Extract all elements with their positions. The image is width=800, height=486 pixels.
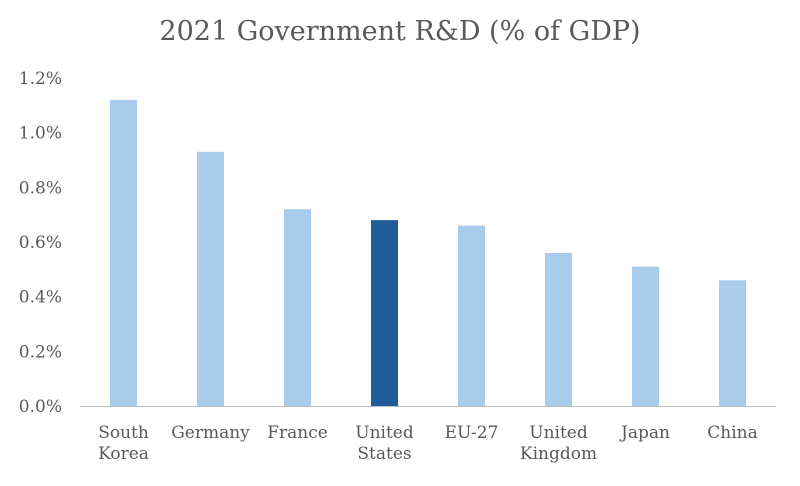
- y-tick-label: 0.6%: [19, 233, 62, 253]
- x-tick-label: China: [707, 423, 757, 443]
- y-tick-label: 1.0%: [19, 124, 62, 144]
- bar-south-korea: [110, 99, 137, 406]
- x-tick-label: United Kingdom: [520, 423, 597, 464]
- x-tick-label: United States: [355, 423, 414, 464]
- x-tick-label: Japan: [619, 423, 670, 443]
- x-tick-label: France: [267, 423, 328, 443]
- bar-japan: [632, 266, 659, 406]
- x-tick-label: Germany: [171, 423, 250, 443]
- bar-france: [284, 209, 311, 406]
- bar-united-states: [371, 220, 398, 406]
- x-tick-label: South Korea: [98, 423, 149, 464]
- bars: [110, 99, 746, 406]
- y-tick-label: 0.8%: [19, 178, 62, 198]
- y-tick-label: 0.4%: [19, 288, 62, 308]
- bar-eu-27: [458, 225, 485, 406]
- y-axis-ticks: 0.0% 0.2% 0.4% 0.6% 0.8% 1.0% 1.2%: [19, 69, 62, 417]
- y-tick-label: 1.2%: [19, 69, 62, 89]
- y-tick-label: 0.0%: [19, 397, 62, 417]
- bar-germany: [197, 151, 224, 406]
- bar-united-kingdom: [545, 252, 572, 406]
- y-tick-label: 0.2%: [19, 342, 62, 362]
- x-axis-labels: South Korea Germany France United States EU-27…: [98, 423, 758, 464]
- chart-title: 2021 Government R&D (% of GDP): [159, 16, 641, 47]
- bar-china: [719, 280, 746, 406]
- x-tick-label: EU-27: [445, 423, 499, 443]
